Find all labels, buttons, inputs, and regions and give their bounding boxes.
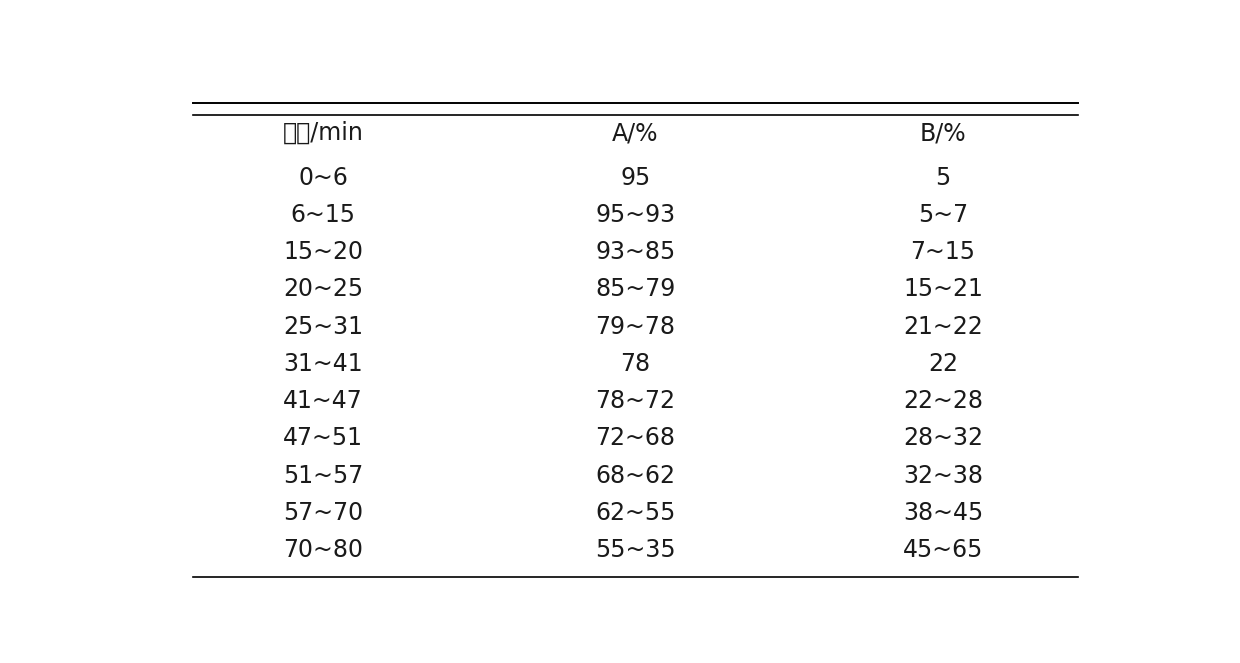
Text: 32~38: 32~38 (903, 463, 983, 488)
Text: 51~57: 51~57 (283, 463, 363, 488)
Text: 79~78: 79~78 (595, 315, 676, 339)
Text: 68~62: 68~62 (595, 463, 676, 488)
Text: 15~20: 15~20 (283, 240, 363, 264)
Text: 41~47: 41~47 (283, 389, 363, 413)
Text: B/%: B/% (920, 121, 966, 145)
Text: 15~21: 15~21 (903, 277, 983, 302)
Text: A/%: A/% (613, 121, 658, 145)
Text: 21~22: 21~22 (903, 315, 983, 339)
Text: 7~15: 7~15 (910, 240, 976, 264)
Text: 70~80: 70~80 (283, 538, 363, 562)
Text: 47~51: 47~51 (283, 426, 363, 450)
Text: 95~93: 95~93 (595, 203, 676, 227)
Text: 20~25: 20~25 (283, 277, 363, 302)
Text: 0~6: 0~6 (299, 166, 348, 190)
Text: 22~28: 22~28 (903, 389, 983, 413)
Text: 31~41: 31~41 (284, 352, 363, 376)
Text: 55~35: 55~35 (595, 538, 676, 562)
Text: 93~85: 93~85 (595, 240, 676, 264)
Text: 62~55: 62~55 (595, 501, 676, 525)
Text: 5~7: 5~7 (918, 203, 968, 227)
Text: 6~15: 6~15 (290, 203, 356, 227)
Text: 72~68: 72~68 (595, 426, 676, 450)
Text: 38~45: 38~45 (903, 501, 983, 525)
Text: 57~70: 57~70 (283, 501, 363, 525)
Text: 78: 78 (620, 352, 651, 376)
Text: 22: 22 (928, 352, 959, 376)
Text: 28~32: 28~32 (903, 426, 983, 450)
Text: 95: 95 (620, 166, 651, 190)
Text: 45~65: 45~65 (903, 538, 983, 562)
Text: 78~72: 78~72 (595, 389, 676, 413)
Text: 5: 5 (935, 166, 951, 190)
Text: 85~79: 85~79 (595, 277, 676, 302)
Text: 时间/min: 时间/min (283, 121, 363, 145)
Text: 25~31: 25~31 (283, 315, 363, 339)
